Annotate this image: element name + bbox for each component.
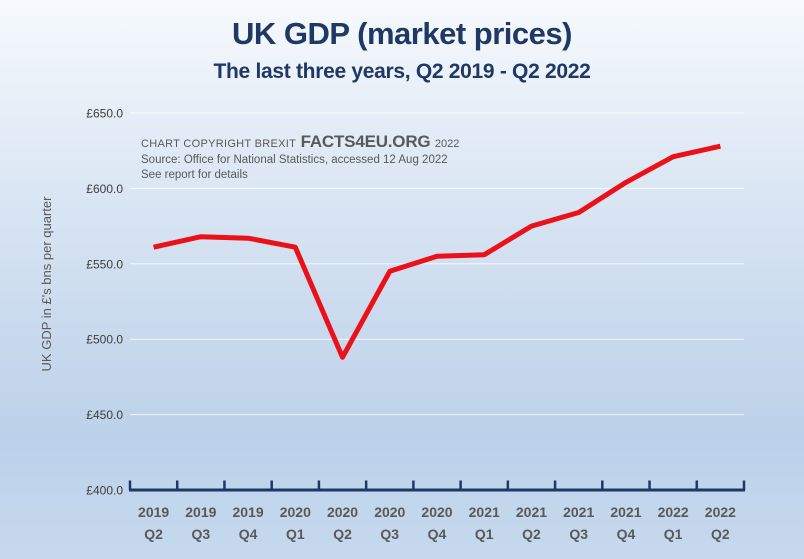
x-tick-label-year: 2021 (516, 504, 547, 520)
copyright-prefix: CHART COPYRIGHT BREXIT (141, 138, 297, 150)
y-tick-label: £550.0 (86, 257, 123, 271)
x-tick-label-year: 2019 (232, 504, 263, 520)
y-tick-label: £600.0 (86, 182, 123, 196)
x-tick-label-quarter: Q2 (144, 526, 163, 542)
x-tick-label-quarter: Q3 (380, 526, 399, 542)
copyright-note: See report for details (141, 169, 248, 181)
copyright-year: 2022 (434, 138, 460, 150)
x-tick-label-quarter: Q1 (475, 526, 494, 542)
x-tick-label-quarter: Q4 (428, 526, 447, 542)
y-tick-label: £650.0 (86, 107, 123, 121)
copyright-brand: FACTS4EU.ORG (300, 132, 431, 151)
chart-subtitle: The last three years, Q2 2019 - Q2 2022 (213, 60, 591, 83)
x-tick-label-year: 2021 (469, 504, 500, 520)
x-tick-label-quarter: Q1 (286, 526, 305, 542)
x-tick-label-quarter: Q1 (664, 526, 683, 542)
x-tick-label-quarter: Q2 (333, 526, 352, 542)
x-tick-label-year: 2020 (280, 504, 311, 520)
x-tick-label-quarter: Q2 (522, 526, 541, 542)
x-tick-label-quarter: Q3 (192, 526, 211, 542)
chart-title: UK GDP (market prices) (232, 16, 572, 51)
x-tick-label-year: 2020 (327, 504, 358, 520)
x-tick-label-year: 2019 (185, 504, 216, 520)
x-tick-label-year: 2022 (705, 504, 736, 520)
x-tick-label-quarter: Q4 (239, 526, 258, 542)
x-tick-label-year: 2022 (658, 504, 689, 520)
copyright-source: Source: Office for National Statistics, … (141, 154, 448, 166)
y-tick-label: £450.0 (86, 408, 123, 422)
x-tick-label-year: 2020 (374, 504, 405, 520)
x-tick-label-quarter: Q3 (569, 526, 588, 542)
x-tick-label-year: 2019 (138, 504, 169, 520)
copyright-line: CHART COPYRIGHT BREXIT FACTS4EU.ORG 2022 (141, 132, 459, 153)
copyright-block: CHART COPYRIGHT BREXIT FACTS4EU.ORG 2022… (141, 132, 459, 183)
x-tick-label-year: 2021 (610, 504, 641, 520)
x-tick-label-year: 2020 (421, 504, 452, 520)
x-tick-label-quarter: Q4 (617, 526, 636, 542)
x-tick-label-year: 2021 (563, 504, 594, 520)
y-tick-label: £400.0 (86, 484, 123, 498)
y-tick-label: £500.0 (86, 333, 123, 347)
gdp-line (153, 143, 721, 360)
x-tick-label-quarter: Q2 (711, 526, 730, 542)
